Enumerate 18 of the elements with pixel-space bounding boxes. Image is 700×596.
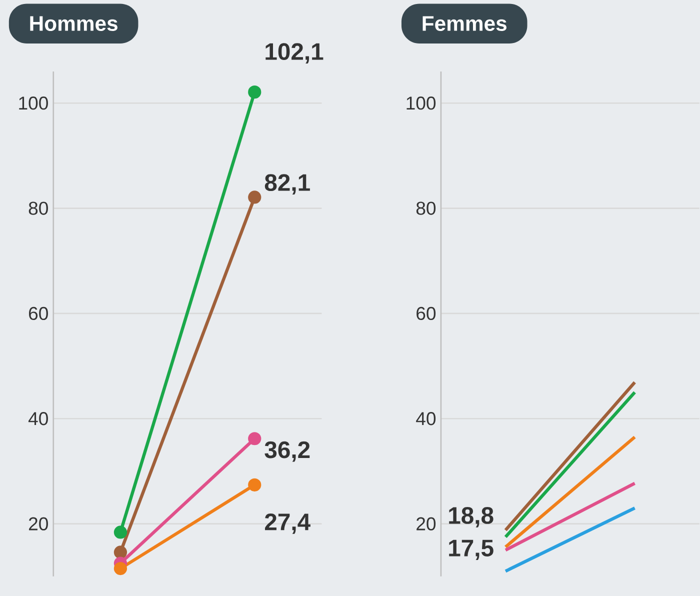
data-label: 36,2 xyxy=(264,441,310,462)
data-label: 27,4 xyxy=(264,513,310,534)
y-tick-label: 80 xyxy=(28,202,48,215)
data-label: 82,1 xyxy=(264,174,310,194)
y-tick-label: 100 xyxy=(406,96,436,110)
y-tick-label: 40 xyxy=(416,412,436,426)
chart-title: Femmes xyxy=(422,16,506,31)
y-tick-label: 100 xyxy=(19,96,48,110)
y-tick-label: 80 xyxy=(416,202,436,215)
y-tick-label: 40 xyxy=(28,412,48,426)
y-tick-label: 20 xyxy=(28,517,48,530)
data-label: 18,8 xyxy=(449,506,494,528)
y-tick-label: 20 xyxy=(416,517,436,530)
y-tick-label: 60 xyxy=(416,306,436,320)
y-tick-label: 60 xyxy=(28,306,48,320)
chart-title: Hommes xyxy=(30,16,118,31)
data-label: 17,5 xyxy=(449,540,494,560)
data-label: 102,1 xyxy=(266,42,324,64)
